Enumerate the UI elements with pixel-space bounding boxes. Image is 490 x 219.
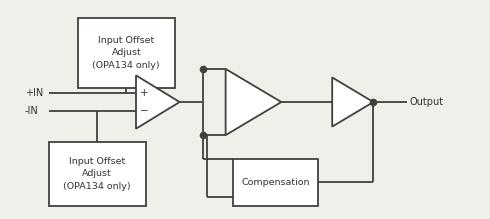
Polygon shape [225,69,281,135]
FancyBboxPatch shape [49,141,146,206]
Text: −: − [140,106,148,116]
Text: +: + [140,88,148,99]
Polygon shape [332,78,373,127]
Text: Input Offset
Adjust
(OPA134 only): Input Offset Adjust (OPA134 only) [63,157,131,191]
Text: +IN: +IN [24,88,43,99]
Text: Input Offset
Adjust
(OPA134 only): Input Offset Adjust (OPA134 only) [93,36,160,70]
Text: Output: Output [410,97,444,107]
Text: -IN: -IN [24,106,38,116]
Text: Compensation: Compensation [241,178,310,187]
FancyBboxPatch shape [78,18,175,88]
Polygon shape [136,75,180,129]
FancyBboxPatch shape [233,159,318,206]
